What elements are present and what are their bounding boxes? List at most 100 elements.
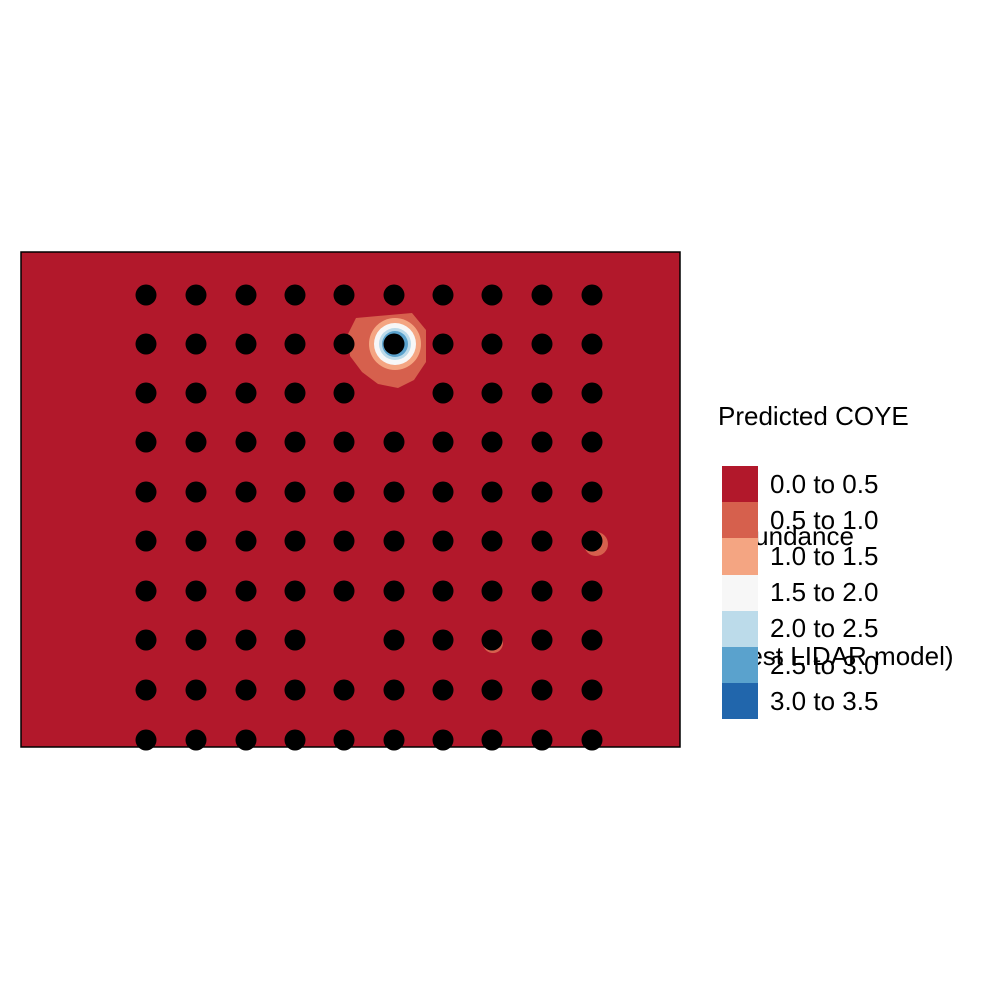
survey-station-point: [383, 284, 405, 306]
survey-station-point: [135, 431, 157, 453]
survey-station-point: [581, 530, 603, 552]
survey-station-point: [581, 729, 603, 751]
legend-item: 0.0 to 0.5: [722, 466, 879, 503]
survey-station-point: [235, 729, 257, 751]
legend-item: 2.0 to 2.5: [722, 610, 879, 647]
survey-station-point: [481, 333, 503, 355]
survey-station-point: [432, 333, 454, 355]
legend-label: 1.0 to 1.5: [770, 540, 879, 571]
survey-station-point: [333, 679, 355, 701]
survey-station-point: [383, 629, 405, 651]
survey-station-point: [383, 679, 405, 701]
legend-swatch: [722, 683, 758, 720]
legend-item: 0.5 to 1.0: [722, 502, 879, 539]
survey-station-point: [432, 580, 454, 602]
survey-station-point: [432, 284, 454, 306]
survey-station-point: [581, 580, 603, 602]
legend-swatch: [722, 646, 758, 684]
survey-station-point: [432, 679, 454, 701]
survey-station-point: [333, 333, 355, 355]
legend: 0.0 to 0.5 0.5 to 1.0 1.0 to 1.5 1.5 to …: [722, 466, 879, 720]
survey-station-point: [135, 580, 157, 602]
legend-swatch: [722, 574, 758, 611]
survey-station-point: [185, 729, 207, 751]
survey-station-point: [284, 530, 306, 552]
survey-station-point: [531, 431, 553, 453]
survey-station-point: [432, 431, 454, 453]
survey-station-point: [185, 580, 207, 602]
survey-station-point: [185, 481, 207, 503]
survey-station-point: [185, 333, 207, 355]
survey-station-point: [284, 580, 306, 602]
survey-station-point: [284, 333, 306, 355]
survey-station-point: [185, 679, 207, 701]
survey-station-point: [235, 679, 257, 701]
survey-station-point: [235, 580, 257, 602]
survey-station-point: [581, 481, 603, 503]
survey-station-point: [581, 333, 603, 355]
legend-label: 0.0 to 0.5: [770, 468, 879, 499]
survey-station-point: [135, 679, 157, 701]
survey-station-point: [581, 679, 603, 701]
legend-item: 2.5 to 3.0: [722, 646, 879, 684]
survey-station-point: [185, 284, 207, 306]
survey-station-point: [481, 284, 503, 306]
legend-label: 2.0 to 2.5: [770, 613, 879, 644]
survey-station-point: [531, 284, 553, 306]
legend-item: 1.5 to 2.0: [722, 574, 878, 611]
legend-label: 3.0 to 3.5: [770, 685, 879, 716]
survey-station-point: [481, 530, 503, 552]
survey-station-point: [235, 431, 257, 453]
survey-station-point: [481, 580, 503, 602]
survey-station-point: [432, 530, 454, 552]
legend-label: 0.5 to 1.0: [770, 504, 879, 535]
survey-station-point: [284, 729, 306, 751]
legend-swatch: [722, 466, 758, 503]
survey-station-point: [383, 580, 405, 602]
legend-swatch: [722, 538, 758, 575]
survey-station-point: [135, 382, 157, 404]
legend-title-line-1: Predicted COYE: [718, 401, 909, 431]
survey-station-point: [333, 284, 355, 306]
survey-station-point: [531, 382, 553, 404]
survey-station-point: [284, 431, 306, 453]
survey-station-point: [135, 629, 157, 651]
survey-station-point: [135, 481, 157, 503]
survey-station-point: [135, 729, 157, 751]
survey-station-point: [581, 284, 603, 306]
legend-label: 2.5 to 3.0: [770, 649, 879, 680]
survey-station-point: [333, 729, 355, 751]
survey-station-point: [531, 481, 553, 503]
survey-station-point: [531, 333, 553, 355]
survey-station-point: [135, 284, 157, 306]
survey-station-point: [235, 481, 257, 503]
survey-station-point: [185, 431, 207, 453]
survey-station-point: [235, 629, 257, 651]
survey-station-point: [383, 481, 405, 503]
legend-item: 1.0 to 1.5: [722, 538, 879, 575]
survey-station-point: [333, 580, 355, 602]
survey-station-point: [481, 729, 503, 751]
survey-station-point: [531, 629, 553, 651]
map-frame: [20, 251, 681, 748]
survey-station-point: [235, 530, 257, 552]
survey-station-point: [333, 481, 355, 503]
legend-item: 3.0 to 3.5: [722, 683, 879, 720]
survey-station-point: [432, 629, 454, 651]
survey-station-point: [481, 629, 503, 651]
survey-station-point: [135, 530, 157, 552]
survey-station-point: [383, 530, 405, 552]
survey-station-point: [135, 333, 157, 355]
survey-station-point: [284, 679, 306, 701]
survey-station-point: [481, 431, 503, 453]
survey-station-point: [235, 284, 257, 306]
survey-station-point: [235, 382, 257, 404]
survey-station-point: [432, 729, 454, 751]
survey-station-point: [531, 580, 553, 602]
survey-station-point: [185, 382, 207, 404]
legend-swatch: [722, 610, 758, 647]
survey-station-point: [531, 679, 553, 701]
survey-station-point: [531, 729, 553, 751]
survey-station-point: [333, 382, 355, 404]
